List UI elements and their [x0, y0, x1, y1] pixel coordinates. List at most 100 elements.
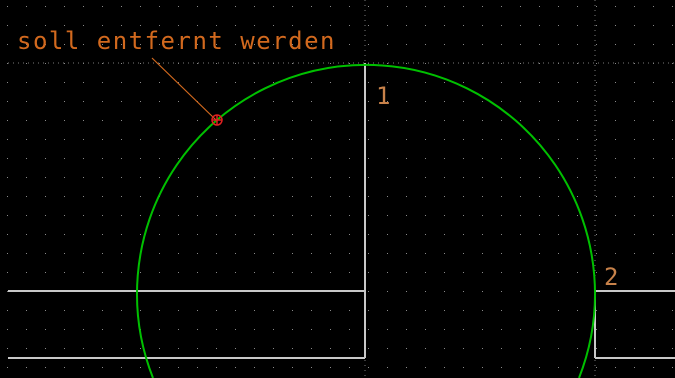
grid-dot [577, 63, 578, 64]
grid-dot [463, 291, 464, 292]
grid-dot [425, 25, 426, 26]
grid-dot [311, 272, 312, 273]
grid-dot [463, 367, 464, 368]
grid-dot [425, 234, 426, 235]
grid-dot [254, 82, 255, 83]
grid-dot [653, 44, 654, 45]
grid-dot [577, 234, 578, 235]
grid-dot [254, 234, 255, 235]
grid-dot [558, 82, 559, 83]
grid-dot [330, 101, 331, 102]
grid-dot [596, 25, 597, 26]
grid-dot [178, 253, 179, 254]
grid-dot [349, 44, 350, 45]
grid-dot [349, 253, 350, 254]
grid-dot [330, 348, 331, 349]
grid-dot [292, 120, 293, 121]
grid-dot [577, 158, 578, 159]
grid-dot [311, 101, 312, 102]
grid-dot [634, 215, 635, 216]
grid-dot [596, 139, 597, 140]
grid-dot [482, 234, 483, 235]
grid-dot [159, 158, 160, 159]
grid-dot [653, 234, 654, 235]
grid-dot [577, 6, 578, 7]
grid-dot [273, 101, 274, 102]
grid-dot [273, 253, 274, 254]
grid-dot [7, 25, 8, 26]
grid-dot [558, 120, 559, 121]
grid-dot [216, 310, 217, 311]
grid-dot [64, 158, 65, 159]
crosshair-marker-icon[interactable] [211, 114, 223, 126]
grid-dot [349, 272, 350, 273]
grid-dot [45, 272, 46, 273]
grid-dot [463, 139, 464, 140]
grid-dot [672, 63, 673, 64]
grid-dot [121, 348, 122, 349]
grid-dot [425, 158, 426, 159]
grid-dot [482, 25, 483, 26]
grid-dot [634, 158, 635, 159]
grid-dot [178, 25, 179, 26]
grid-dot [653, 101, 654, 102]
grid-dot [615, 6, 616, 7]
annotation-leader-line [151, 57, 217, 121]
grid-dot [330, 215, 331, 216]
grid-dot [482, 101, 483, 102]
grid-dot [653, 367, 654, 368]
grid-dot [463, 6, 464, 7]
grid-dot [140, 272, 141, 273]
grid-dot [577, 139, 578, 140]
grid-dot [596, 44, 597, 45]
grid-dot [444, 6, 445, 7]
grid-dot [121, 158, 122, 159]
grid-dot [539, 177, 540, 178]
grid-dot [387, 253, 388, 254]
grid-dot [615, 348, 616, 349]
grid-dot [406, 25, 407, 26]
grid-dot [520, 6, 521, 7]
grid-dot [672, 177, 673, 178]
grid-dot [634, 367, 635, 368]
grid-dot [349, 196, 350, 197]
grid-dot [7, 63, 8, 64]
grid-dot [482, 177, 483, 178]
grid-dot [520, 120, 521, 121]
grid-dot [501, 101, 502, 102]
grid-dot [273, 120, 274, 121]
grid-dot [349, 63, 350, 64]
grid-dot [406, 367, 407, 368]
grid-dot [463, 101, 464, 102]
grid-dot [102, 44, 103, 45]
green-arc[interactable] [136, 63, 596, 378]
grid-dot [634, 348, 635, 349]
grid-dot [121, 310, 122, 311]
grid-dot [197, 234, 198, 235]
grid-dot [273, 234, 274, 235]
grid-dot [159, 215, 160, 216]
grid-dot [482, 291, 483, 292]
grid-dot [520, 272, 521, 273]
grid-dot [558, 310, 559, 311]
grid-dot [520, 329, 521, 330]
grid-dot [311, 196, 312, 197]
grid-dots [7, 6, 673, 368]
grid-dot [26, 253, 27, 254]
annotation-text[interactable]: soll entfernt werden [17, 27, 336, 55]
grid-dot [520, 82, 521, 83]
grid-dot [615, 367, 616, 368]
grid-dot [634, 196, 635, 197]
grid-dot [444, 291, 445, 292]
grid-dot [140, 44, 141, 45]
grid-dot [406, 177, 407, 178]
grid-dot [292, 215, 293, 216]
grid-dot [387, 101, 388, 102]
grid-dot [539, 272, 540, 273]
grid-dot [615, 234, 616, 235]
grid-dot [520, 234, 521, 235]
grid-dot [216, 25, 217, 26]
grid-dot [387, 272, 388, 273]
grid-dot [102, 310, 103, 311]
